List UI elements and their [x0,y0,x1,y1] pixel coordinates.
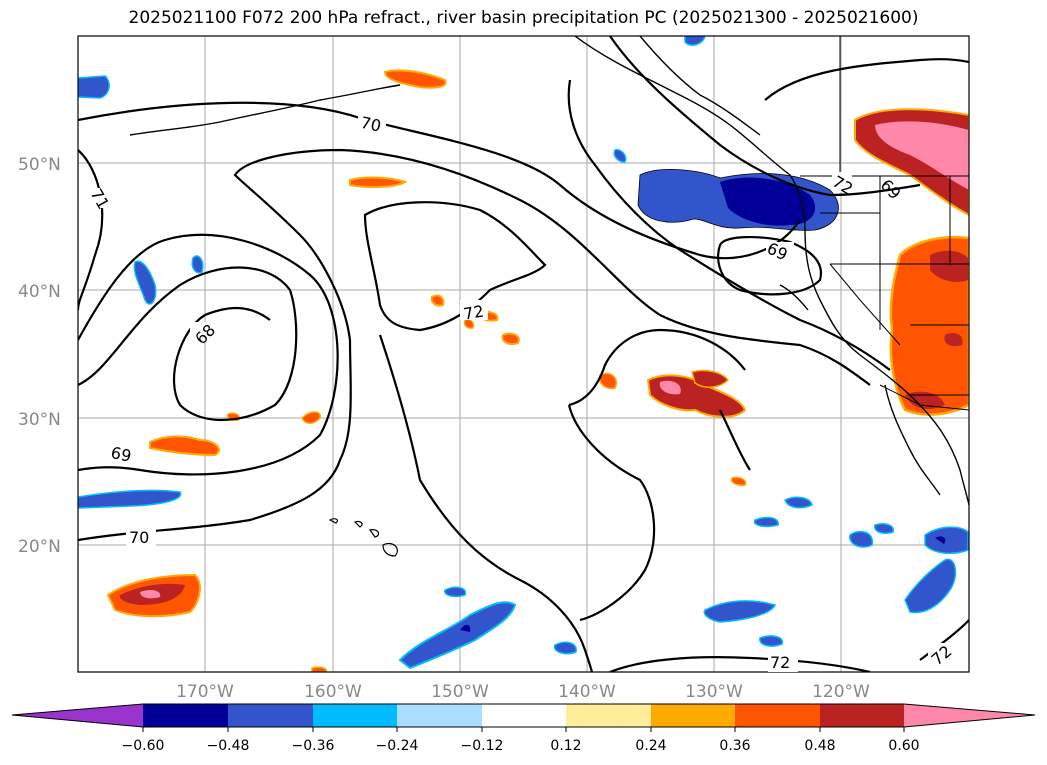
colorbar-swatch-10 [904,704,1035,727]
negative-precip-regions [78,36,969,670]
contour-label-70-south: 70 [129,528,149,547]
refractivity-contours [78,36,969,672]
colorbar-swatch-9 [820,704,904,727]
colorbar-swatch-1 [143,704,228,727]
map-title: 2025021100 F072 200 hPa refract., river … [128,8,919,28]
contour-label-72-south: 72 [770,653,790,672]
colorbar-tick-label: −0.60 [122,738,165,754]
lat-label-50n: 50°N [18,155,61,175]
colorbar-swatch-0 [12,704,143,727]
colorbar-swatch-3 [313,704,397,727]
colorbar-tick-label: −0.48 [207,738,250,754]
colorbar-tick-label: 0.36 [719,738,750,754]
longitude-labels: 170°W 160°W 150°W 140°W 130°W 120°W [176,682,870,702]
hawaiian-islands [328,518,398,557]
colorbar-tick-label: −0.12 [461,738,504,754]
lat-label-40n: 40°N [18,282,61,302]
contour-label-70-north: 70 [359,113,383,136]
colorbar-swatch-2 [228,704,313,727]
lat-label-20n: 20°N [18,537,61,557]
lon-label-160w: 160°W [304,682,362,702]
colorbar-tick-label: 0.12 [550,738,581,754]
lon-label-150w: 150°W [431,682,489,702]
coastlines [129,36,969,506]
colorbar-swatch-6 [566,704,651,727]
colorbar-swatch-5 [482,704,566,727]
positive-precip-regions [106,69,969,672]
lat-label-30n: 30°N [18,410,61,430]
colorbar-ticks [142,727,905,732]
lon-label-130w: 130°W [685,682,743,702]
colorbar-swatch-8 [735,704,820,727]
contour-label-69-west: 69 [109,443,133,466]
colorbar-tick-label: −0.36 [292,738,335,754]
gridlines [78,36,969,672]
colorbar: −0.60 −0.48 −0.36 −0.24 −0.12 0.12 0.24 … [11,703,1036,754]
colorbar-tick-label: −0.24 [376,738,419,754]
colorbar-tick-label: 0.24 [635,738,666,754]
lon-label-170w: 170°W [176,682,234,702]
contour-labels: 70 71 68 72 69 69 70 72 72 72 69 [86,113,956,672]
colorbar-tick-label: 0.60 [888,738,919,754]
contour-label-72-central: 72 [462,301,485,323]
colorbar-swatch-4 [397,704,482,727]
map-frame [77,35,970,673]
lon-label-120w: 120°W [812,682,870,702]
colorbar-swatch-7 [651,704,735,727]
political-borders [800,36,969,411]
lon-label-140w: 140°W [558,682,616,702]
colorbar-tick-label: 0.48 [804,738,835,754]
latitude-labels: 50°N 40°N 30°N 20°N [18,155,61,557]
map-panel [78,36,969,672]
